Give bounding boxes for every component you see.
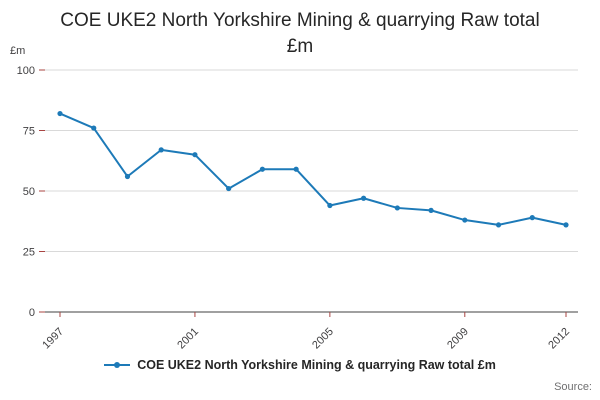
data-point	[192, 152, 198, 158]
data-point	[158, 147, 164, 153]
line-chart: 0 25 50 75 100 1997 2001 2005 2009 2012	[17, 65, 578, 352]
y-tick-label: 50	[23, 186, 35, 198]
x-tick-label: 2001	[175, 326, 201, 352]
data-point	[563, 222, 569, 228]
chart-area: 0 25 50 75 100 1997 2001 2005 2009 2012	[0, 60, 600, 352]
x-tick-label: 2009	[445, 326, 471, 352]
data-point	[394, 205, 400, 211]
data-point	[529, 215, 535, 221]
legend-label: COE UKE2 North Yorkshire Mining & quarry…	[137, 358, 496, 372]
chart-title: COE UKE2 North Yorkshire Mining & quarry…	[0, 0, 600, 59]
chart-title-line1: COE UKE2 North Yorkshire Mining & quarry…	[60, 10, 540, 31]
y-tick-label: 25	[23, 247, 35, 259]
data-point	[462, 217, 468, 223]
y-axis-unit-label: £m	[10, 45, 26, 57]
data-point	[57, 110, 63, 117]
x-tick-label: 2005	[310, 326, 336, 352]
x-tick-label: 2012	[546, 326, 572, 352]
legend: COE UKE2 North Yorkshire Mining & quarry…	[0, 358, 600, 372]
data-point	[428, 207, 434, 213]
data-point	[226, 185, 232, 192]
legend-line-marker-icon	[104, 362, 131, 368]
y-tick-label: 75	[23, 126, 35, 138]
data-point	[327, 202, 333, 209]
data-point	[259, 166, 265, 172]
y-tick-label: 100	[17, 65, 35, 77]
x-tick-label: 1997	[40, 326, 66, 352]
legend-item[interactable]: COE UKE2 North Yorkshire Mining & quarry…	[104, 358, 496, 372]
series-line	[59, 112, 567, 226]
chart-title-line2: £m	[286, 35, 314, 57]
data-point	[495, 222, 502, 228]
data-point	[361, 195, 367, 201]
data-point	[91, 125, 97, 131]
source-label: Source:	[554, 381, 592, 393]
data-point	[124, 173, 131, 180]
data-point	[293, 166, 299, 172]
y-tick-label: 0	[29, 307, 35, 319]
